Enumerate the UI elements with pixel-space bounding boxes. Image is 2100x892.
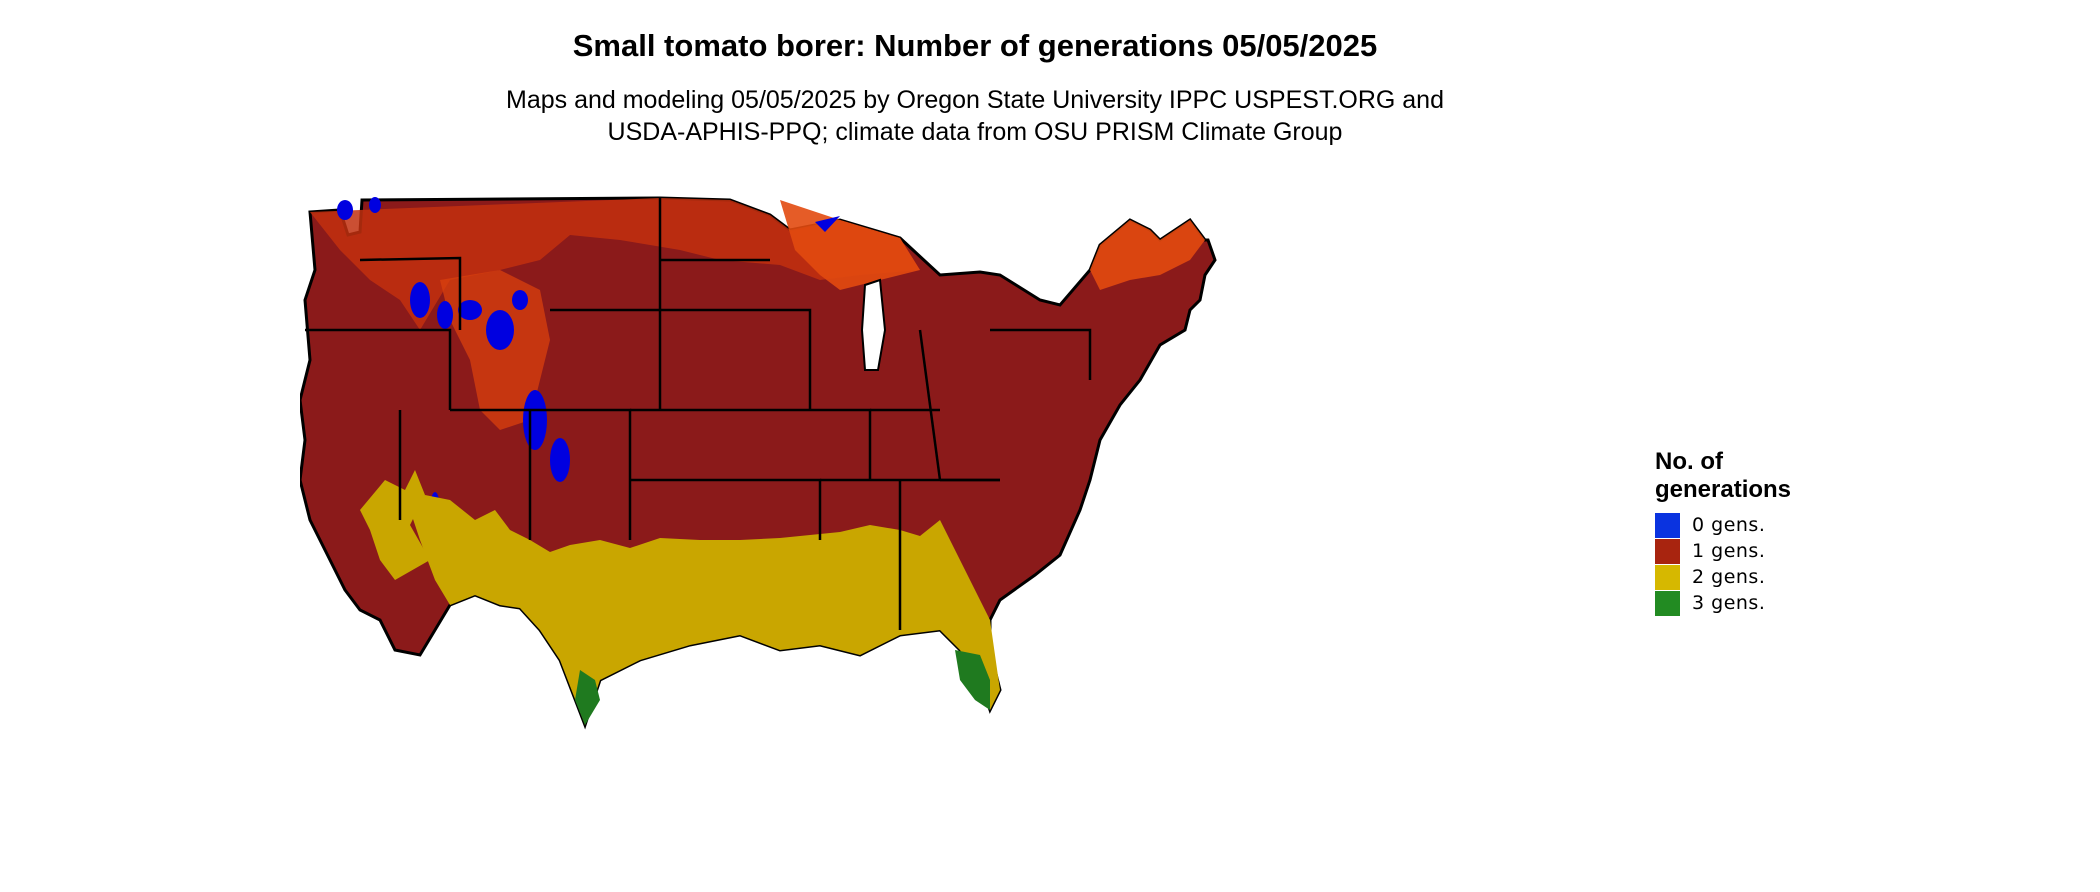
- us-generations-map: [300, 196, 1217, 730]
- southwest-two-gen-region: [360, 470, 430, 580]
- map-subtitle: Maps and modeling 05/05/2025 by Oregon S…: [0, 84, 1950, 148]
- legend-swatch: [1655, 564, 1680, 590]
- map-title: Small tomato borer: Number of generation…: [572, 28, 1378, 63]
- lake-michigan: [860, 278, 887, 371]
- legend-label: 0 gens.: [1692, 514, 1766, 536]
- legend-swatch: [1655, 590, 1680, 616]
- legend-item: 1 gens.: [1655, 538, 1895, 564]
- legend-label: 1 gens.: [1692, 540, 1766, 562]
- new-england-light-region: [1090, 220, 1205, 290]
- legend-title-line-2: generations: [1655, 476, 1792, 503]
- legend-item: 0 gens.: [1655, 512, 1895, 538]
- state-borders: [305, 198, 1092, 630]
- legend-items: 0 gens. 1 gens. 2 gens. 3 gens.: [1655, 512, 1895, 616]
- two-gen-region: [410, 495, 1000, 725]
- legend-label: 3 gens.: [1692, 592, 1766, 614]
- three-gen-texas: [575, 670, 600, 725]
- northern-light-region: [310, 198, 920, 330]
- subtitle-line-2: USDA-APHIS-PPQ; climate data from OSU PR…: [607, 118, 1343, 146]
- great-lakes-light-region: [780, 200, 920, 290]
- three-gen-florida: [955, 650, 990, 710]
- legend-swatch: [1655, 538, 1680, 564]
- subtitle-line-1: Maps and modeling 05/05/2025 by Oregon S…: [506, 86, 1444, 114]
- legend-swatch: [1655, 512, 1680, 538]
- legend: No. of generations 0 gens. 1 gens. 2 gens.…: [1655, 448, 1895, 616]
- legend-item: 3 gens.: [1655, 590, 1895, 616]
- legend-title: No. of generations: [1655, 448, 1895, 504]
- legend-item: 2 gens.: [1655, 564, 1895, 590]
- legend-label: 2 gens.: [1692, 566, 1766, 588]
- legend-title-line-1: No. of: [1655, 448, 1723, 475]
